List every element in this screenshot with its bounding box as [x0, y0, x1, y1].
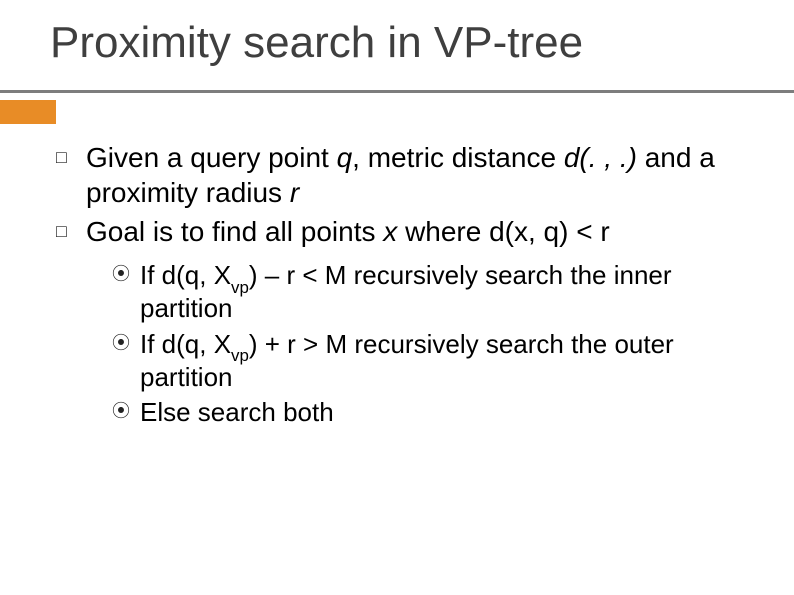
bullet-text: Goal is to find all points x where d(x, …	[86, 214, 756, 249]
bullet-item: □ Given a query point q, metric distance…	[56, 140, 756, 210]
sub-bullet-text: If d(q, Xvp) – r < M recursively search …	[140, 259, 756, 326]
sub-bullet-text: If d(q, Xvp) + r > M recursively search …	[140, 328, 756, 395]
bullet-text: Given a query point q, metric distance d…	[86, 140, 756, 210]
slide: Proximity search in VP-tree □ Given a qu…	[0, 0, 794, 595]
circ-bullet-icon: ⦿	[112, 396, 140, 426]
square-bullet-icon: □	[56, 140, 86, 174]
sub-bullet-item: ⦿ If d(q, Xvp) – r < M recursively searc…	[112, 259, 756, 326]
accent-strip	[0, 100, 56, 124]
title-divider	[0, 90, 794, 93]
slide-body: □ Given a query point q, metric distance…	[56, 140, 756, 431]
circ-bullet-icon: ⦿	[112, 259, 140, 289]
sub-bullet-item: ⦿ If d(q, Xvp) + r > M recursively searc…	[112, 328, 756, 395]
sub-bullet-list: ⦿ If d(q, Xvp) – r < M recursively searc…	[112, 259, 756, 429]
slide-title: Proximity search in VP-tree	[50, 18, 583, 68]
square-bullet-icon: □	[56, 214, 86, 248]
sub-bullet-text: Else search both	[140, 396, 756, 429]
circ-bullet-icon: ⦿	[112, 328, 140, 358]
bullet-item: □ Goal is to find all points x where d(x…	[56, 214, 756, 249]
sub-bullet-item: ⦿ Else search both	[112, 396, 756, 429]
